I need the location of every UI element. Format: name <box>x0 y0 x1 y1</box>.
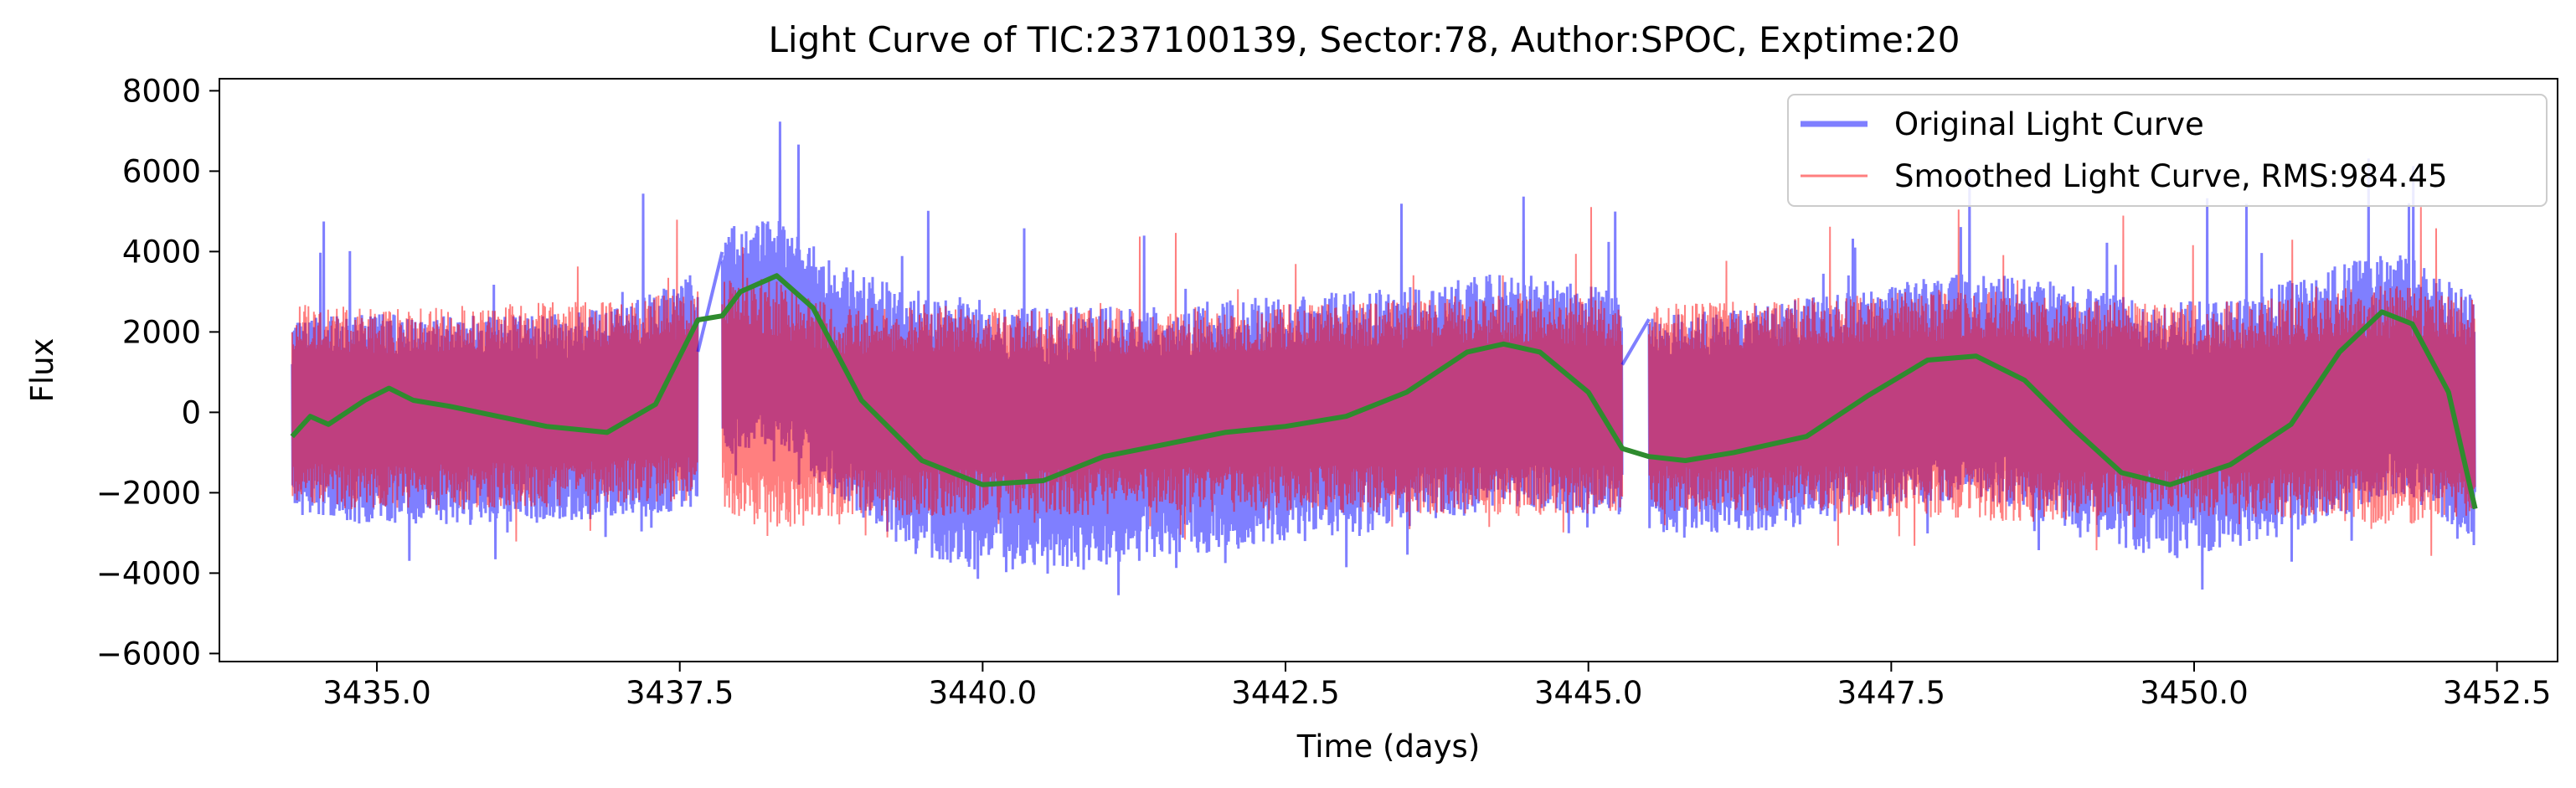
gap-connector-1 <box>1620 318 1651 366</box>
y-tick-label: −6000 <box>96 636 201 672</box>
x-tick-label: 3445.0 <box>1534 675 1642 711</box>
y-tick-label: −2000 <box>96 475 201 511</box>
chart-title: Light Curve of TIC:237100139, Sector:78,… <box>769 19 1960 60</box>
x-tick-label: 3435.0 <box>322 675 430 711</box>
y-tick-label: 4000 <box>122 234 201 270</box>
legend-label-smoothed: Smoothed Light Curve, RMS:984.45 <box>1894 158 2448 194</box>
y-tick-label: 8000 <box>122 73 201 109</box>
legend-label-original: Original Light Curve <box>1894 106 2204 142</box>
x-axis: 3435.0 3437.5 3440.0 3442.5 3445.0 3447.5 3450… <box>322 662 2551 711</box>
x-tick-label: 3452.5 <box>2443 675 2551 711</box>
series-smoothed-segment-1 <box>721 207 1624 540</box>
x-tick-label: 3450.0 <box>2140 675 2248 711</box>
y-axis: −6000 −4000 −2000 0 2000 4000 6000 8000 <box>96 73 219 672</box>
x-tick-label: 3447.5 <box>1837 675 1945 711</box>
x-tick-label: 3437.5 <box>626 675 734 711</box>
y-tick-label: 2000 <box>122 314 201 350</box>
y-tick-label: 6000 <box>122 153 201 189</box>
legend-box <box>1787 94 2548 207</box>
y-axis-label: Flux <box>24 338 60 403</box>
y-tick-label: 0 <box>181 394 201 430</box>
series-smoothed-segment-0 <box>291 219 699 542</box>
x-tick-label: 3442.5 <box>1231 675 1339 711</box>
plot-frame <box>219 78 2558 662</box>
gap-connector-0 <box>696 251 724 353</box>
x-axis-label: Time (days) <box>1296 729 1481 765</box>
y-tick-label: −4000 <box>96 555 201 591</box>
plot-area <box>290 121 2478 595</box>
legend: Original Light Curve Smoothed Light Curv… <box>1787 94 2548 207</box>
series-smoothed-segment-2 <box>1648 207 2476 556</box>
x-tick-label: 3440.0 <box>929 675 1037 711</box>
series-trend-line <box>290 273 2478 510</box>
